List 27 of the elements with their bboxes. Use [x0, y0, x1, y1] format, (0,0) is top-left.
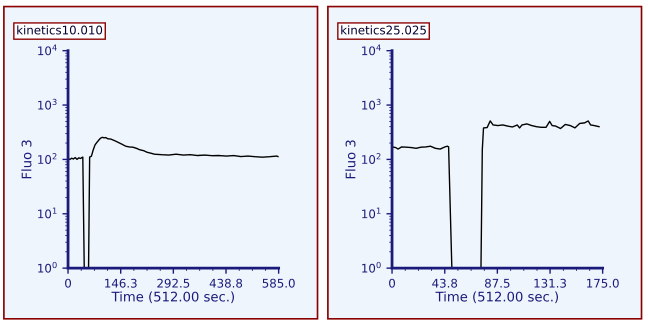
y-tick-label: 10$^{1}$ [362, 208, 380, 218]
y-axis-title: Fluo 3 [21, 140, 32, 178]
y-axis-title: Fluo 3 [345, 140, 356, 178]
chart-title: kinetics25.025 [341, 25, 426, 34]
x-tick-label: 438.8 [210, 278, 242, 288]
x-tick-label: 43.8 [432, 278, 458, 288]
y-tick-label: 10$^{4}$ [362, 44, 381, 56]
x-tick-label: 292.5 [157, 278, 190, 288]
y-tick-label: 10$^{3}$ [362, 98, 381, 110]
x-tick-label: 146.3 [105, 278, 137, 288]
x-tick-label: 0 [389, 278, 396, 288]
x-tick-label: 175.0 [587, 278, 619, 288]
chart-title: kinetics10.010 [17, 25, 102, 34]
x-tick-label: 585.0 [262, 278, 295, 288]
y-tick-label: 10$^{4}$ [38, 44, 57, 56]
y-tick-label: 10$^{0}$ [38, 262, 57, 273]
y-tick-label: 10$^{1}$ [38, 208, 56, 218]
x-axis-title: Time (512.00 sec.) [436, 291, 558, 304]
x-tick-label: 87.5 [485, 278, 510, 288]
y-tick-label: 10$^{2}$ [362, 153, 380, 164]
line-series [392, 120, 600, 268]
y-tick-label: 10$^{0}$ [362, 262, 381, 273]
y-tick-label: 10$^{2}$ [38, 153, 56, 164]
x-axis-title: Time (512.00 sec.) [112, 291, 234, 304]
x-tick-label: 131.3 [534, 278, 566, 288]
y-tick-label: 10$^{3}$ [38, 98, 57, 110]
x-tick-label: 0 [65, 278, 72, 288]
